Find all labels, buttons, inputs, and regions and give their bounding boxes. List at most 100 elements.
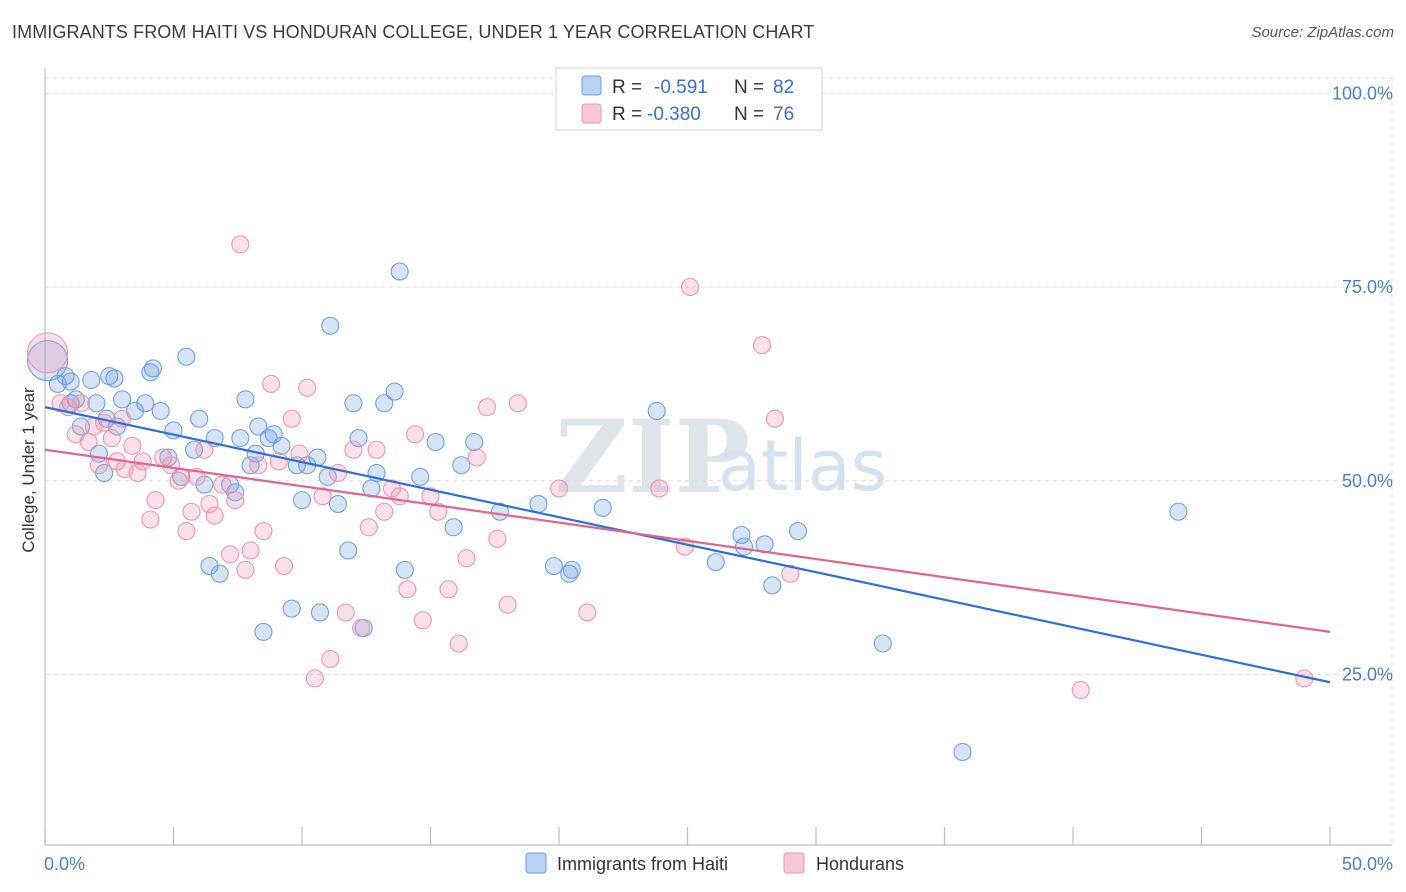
honduran-point [169,471,188,490]
y-axis-label: College, Under 1 year [19,387,38,553]
honduran-point [367,440,386,459]
haiti-point [190,409,209,428]
legend-n-label-haiti: N = [734,77,764,98]
x-tick-labels: 0.0% 50.0% [44,854,1393,874]
haiti-point [763,576,782,595]
legend-r-label-haiti: R = [612,77,642,98]
honduran-point [313,487,332,506]
honduran-point [498,595,517,614]
honduran-point [274,556,294,576]
honduran-point [352,618,371,638]
legend-swatch-haiti [581,75,602,96]
haiti-point [732,525,751,545]
haiti-point [873,634,892,653]
haiti-point [241,456,260,475]
honduran-point [467,448,486,467]
haiti-point [385,382,404,401]
honduran-point [200,494,219,514]
honduran-point [213,475,232,494]
honduran-point [226,491,245,510]
bottom-legend: Immigrants from Haiti Hondurans [525,852,904,874]
haiti-point [113,390,132,409]
honduran-point [305,669,324,688]
haiti-point [390,262,409,281]
honduran-point [262,374,281,393]
legend-r-label-honduran: R = [612,104,642,125]
haiti-point [61,372,80,391]
bottom-legend-label-honduran: Hondurans [816,854,904,874]
haiti-point [105,369,124,388]
honduran-point [429,502,448,521]
trend-line-honduran [44,448,1331,633]
honduran-point [765,409,784,428]
y-tick-label: 50.0% [1342,471,1393,491]
honduran-point [95,413,114,432]
honduran-point [781,564,800,583]
haiti-point [444,518,463,537]
haiti-point [254,622,273,641]
haiti-point [1169,502,1188,521]
honduran-point [398,580,417,599]
trend-line-haiti [44,406,1331,684]
honduran-point [220,545,240,564]
honduran-point [102,429,121,448]
haiti-point [349,429,368,448]
honduran-point [752,336,772,355]
haiti-point [544,556,563,576]
bottom-legend-swatch-honduran [783,852,805,874]
honduran-point [128,463,147,483]
honduran-point [488,529,507,548]
honduran-point [123,436,142,455]
honduran-point [650,479,669,498]
honduran-point [449,634,468,653]
chart-title: IMMIGRANTS FROM HAITI VS HONDURAN COLLEG… [12,22,815,42]
haiti-point [321,316,340,335]
haiti-point [310,603,330,622]
haiti-point [82,370,101,390]
y-tick-label: 100.0% [1332,83,1393,103]
honduran-point [254,522,273,541]
watermark-atlas: atlas [718,425,887,507]
haiti-point [195,475,214,494]
haiti-point [151,401,170,421]
haiti-point [490,502,509,521]
y-tick-label: 75.0% [1342,277,1393,297]
honduran-point [406,425,425,444]
honduran-point [79,432,98,452]
honduran-point [195,440,214,459]
x-tick-label-max: 50.0% [1342,854,1393,874]
series-haiti-points [27,262,1188,762]
haiti-point [210,564,229,583]
haiti-point [953,742,972,762]
legend-r-value-honduran: -0.380 [647,104,701,125]
legend-n-value-haiti: 82 [773,77,794,98]
honduran-point [177,522,196,541]
haiti-point [344,394,363,413]
haiti-point [231,429,250,448]
haiti-point [185,440,204,459]
bottom-legend-swatch-haiti [525,852,547,874]
honduran-point [328,463,348,483]
axes [44,68,1392,846]
y-tick-label: 25.0% [1342,665,1393,685]
honduran-point [344,440,363,459]
watermark: ZIP atlas [555,398,887,516]
honduran-point [578,603,597,622]
haiti-point [272,436,291,455]
honduran-point [549,479,569,498]
watermark-zip: ZIP [555,398,750,516]
haiti-point [734,537,754,556]
honduran-point [282,409,301,428]
haiti-point [136,394,155,413]
honduran-point [413,611,432,630]
legend-r-value-haiti: -0.591 [654,77,708,98]
haiti-point [593,498,612,517]
y-tick-labels: 25.0% 50.0% 75.0% 100.0% [1332,83,1393,684]
honduran-point [161,456,180,475]
haiti-point [426,432,445,452]
honduran-point [27,332,69,374]
haiti-point [292,491,312,510]
haiti-point [200,556,219,576]
legend-n-value-honduran: 76 [773,104,794,125]
